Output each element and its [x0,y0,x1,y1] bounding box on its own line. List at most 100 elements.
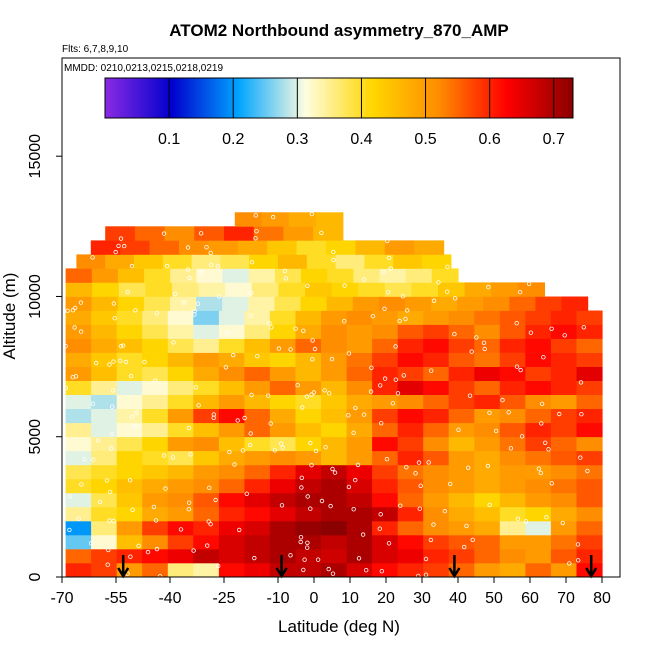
y-tick-label: 15000 [27,134,44,179]
sample-dot [283,276,289,281]
sample-dot [157,574,163,577]
heatmap-cell [295,310,322,325]
heatmap-cell [193,394,220,409]
heatmap-cell [65,534,92,550]
sample-dot [207,485,212,490]
sample-dot [70,375,75,380]
heatmap-cell [248,296,275,311]
heatmap-cell [474,563,501,577]
heatmap-cell [525,548,552,564]
heatmap-cell [149,240,180,255]
heatmap-cell [474,506,501,522]
sample-dot [172,291,178,297]
heatmap-cell [65,324,92,339]
sample-dot [134,410,139,415]
heatmap-cell [499,520,526,536]
sample-dot [517,290,523,295]
heatmap-cell [448,338,475,353]
heatmap-cell [423,338,450,353]
heatmap-cell [448,478,475,494]
sample-dot [322,388,327,393]
heatmap-cell [372,352,399,367]
sample-dot [118,236,124,241]
sample-dot [206,519,211,524]
sample-dot [326,566,331,572]
heatmap-cell [244,380,271,395]
sample-dot [356,556,362,561]
heatmap-cell [346,478,373,494]
heatmap-cell [251,282,279,297]
heatmap-cell [116,464,143,480]
sample-dot [130,507,135,512]
sample-dot [111,518,116,524]
heatmap-cell [167,450,194,466]
heatmap-cell [193,324,220,339]
sample-dot [360,532,366,537]
heatmap-cell [179,240,209,255]
heatmap-cell [576,548,603,564]
heatmap-cell [404,296,432,311]
heatmap-cell [321,450,348,466]
heatmap-cell [208,240,239,255]
heatmap-cell [525,338,552,353]
sample-dot [298,535,304,540]
heatmap-cell [134,254,164,269]
heatmap-cell [65,352,92,367]
heatmap-cell [295,506,322,522]
sample-dot [186,500,192,505]
heatmap-cell [142,338,169,353]
flight-arrows [117,555,598,579]
heatmap-cell [313,226,344,241]
heatmap-cell [474,310,501,325]
sample-dot [493,428,499,434]
heatmap-cell [474,520,501,536]
colorbar-tick-label: 0.7 [543,131,565,148]
heatmap-cell [346,310,373,325]
sample-dot [404,465,409,470]
heatmap-cell [249,254,279,269]
down-arrow-icon [448,555,461,579]
heatmap-cell [91,394,118,409]
sample-dot [279,441,284,446]
sample-dot [225,330,230,336]
heatmap-cell [321,380,348,395]
heatmap-cell [116,422,143,438]
heatmap-cell [91,268,119,283]
sample-dot [300,405,305,410]
heatmap-cell [65,394,92,409]
heatmap-cell [431,268,459,283]
sample-dot [523,519,529,524]
sample-dot [70,308,76,313]
heatmap-cell [397,436,424,452]
heatmap-cell [167,352,194,367]
flights-note: Flts: 6,7,8,9,10 [62,44,129,55]
heatmap-cell [65,296,93,311]
sample-dot [282,268,288,274]
heatmap-cell [423,422,450,438]
heatmap-cell [372,506,399,522]
heatmap-cell [91,563,118,577]
heatmap-cell [561,296,589,311]
heatmap-cell [474,478,501,494]
heatmap-cell [167,408,194,424]
sample-dot [107,362,112,367]
heatmap-cell [134,226,166,241]
heatmap-cell [321,422,348,438]
heatmap-cell [346,408,373,424]
heatmap-cell [91,478,118,494]
heatmap-cell [550,422,577,438]
heatmap-cell [116,520,143,536]
heatmap-cell [167,492,194,508]
heatmap-cell [448,366,475,381]
heatmap-cell [306,254,337,269]
heatmap-cell [372,366,399,381]
sample-dots-layer [63,211,590,577]
sample-dot [567,561,572,566]
heatmap-cell [91,380,118,395]
heatmap-cell [269,506,296,522]
sample-dot [170,455,176,460]
sample-dot [539,421,544,426]
heatmap-cell [499,394,526,409]
plot-frame [61,57,621,578]
sample-dot [280,445,285,450]
